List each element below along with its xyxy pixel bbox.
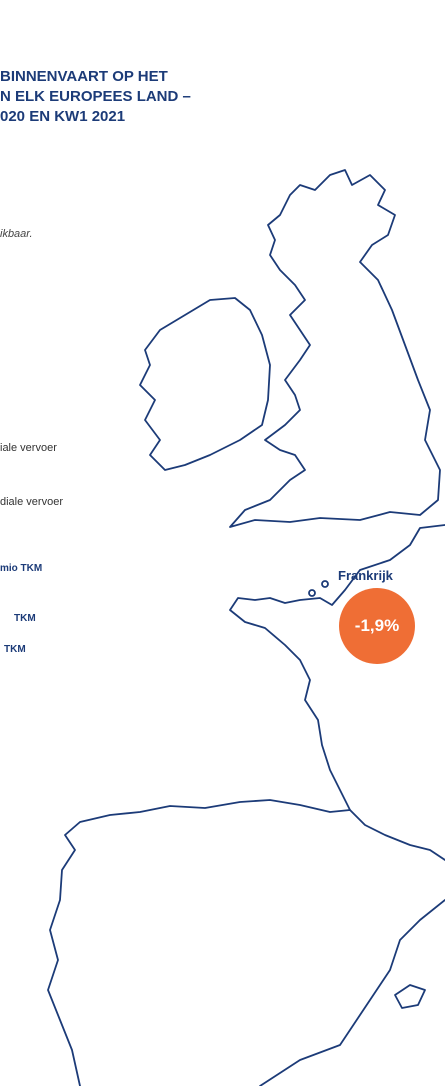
great-britain — [229, 169, 441, 528]
note: ikbaar. — [0, 228, 33, 240]
ireland — [139, 297, 271, 471]
title-line: N ELK EUROPEES LAND – — [0, 88, 191, 105]
country-label: Frankrijk — [338, 568, 393, 583]
balearic — [394, 984, 426, 1009]
size-legend: TKM — [14, 613, 36, 624]
size-legend: mio TKM — [0, 563, 43, 574]
legend-item: iale vervoer — [0, 442, 57, 454]
size-legend: TKM — [4, 644, 26, 655]
title-line: 020 EN KW1 2021 — [0, 108, 126, 125]
france-coast — [229, 524, 445, 811]
iberia — [47, 799, 445, 1086]
legend-item: diale vervoer — [0, 496, 63, 508]
value-bubble: -1,9% — [339, 588, 415, 664]
island — [308, 589, 316, 597]
title-line: BINNENVAART OP HET — [0, 68, 168, 85]
island — [321, 580, 329, 588]
